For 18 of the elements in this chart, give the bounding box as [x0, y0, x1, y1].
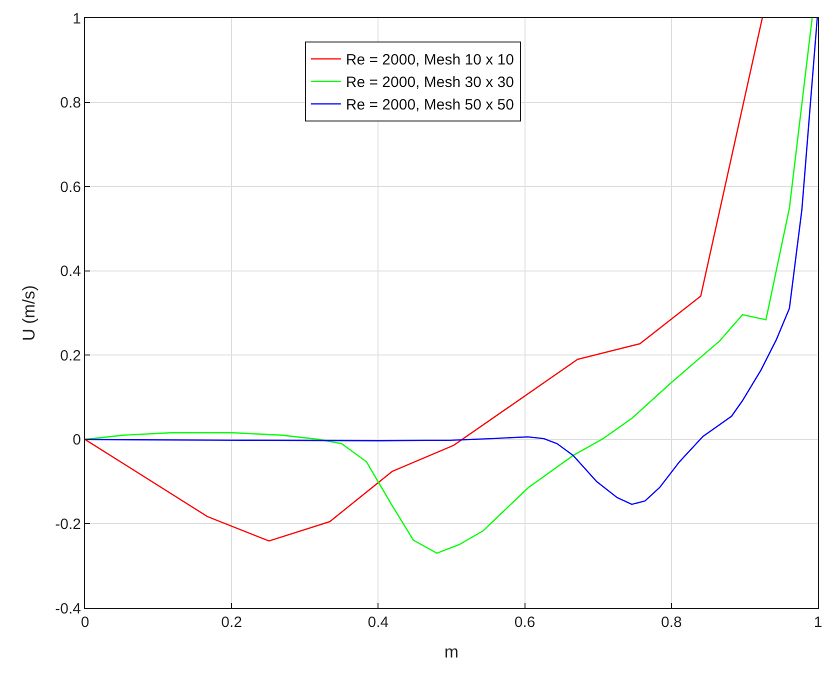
legend-label: Re = 2000, Mesh 30 x 30: [346, 74, 514, 92]
x-tick-label: 0.2: [221, 614, 242, 631]
y-tick-label: 0.2: [60, 347, 81, 364]
x-tick-label: 1: [814, 614, 822, 631]
legend-label: Re = 2000, Mesh 50 x 50: [346, 96, 514, 114]
x-axis-title: m: [444, 642, 459, 662]
y-tick-label: 1: [72, 10, 81, 28]
legend-label: Re = 2000, Mesh 10 x 10: [346, 52, 514, 69]
x-tick-label: 0.8: [660, 614, 682, 631]
x-tick-label: 0.4: [368, 614, 389, 631]
y-tick-label: 0.6: [60, 178, 81, 196]
y-tick-label: 0.4: [60, 263, 81, 280]
y-tick-label: 0.8: [60, 94, 81, 112]
y-tick-label: -0.4: [55, 600, 81, 618]
x-tick-label: 0.6: [514, 614, 536, 631]
y-axis-title: U (m/s): [20, 285, 39, 341]
y-tick-label: -0.2: [55, 516, 81, 533]
y-tick-label: 0: [72, 432, 81, 449]
